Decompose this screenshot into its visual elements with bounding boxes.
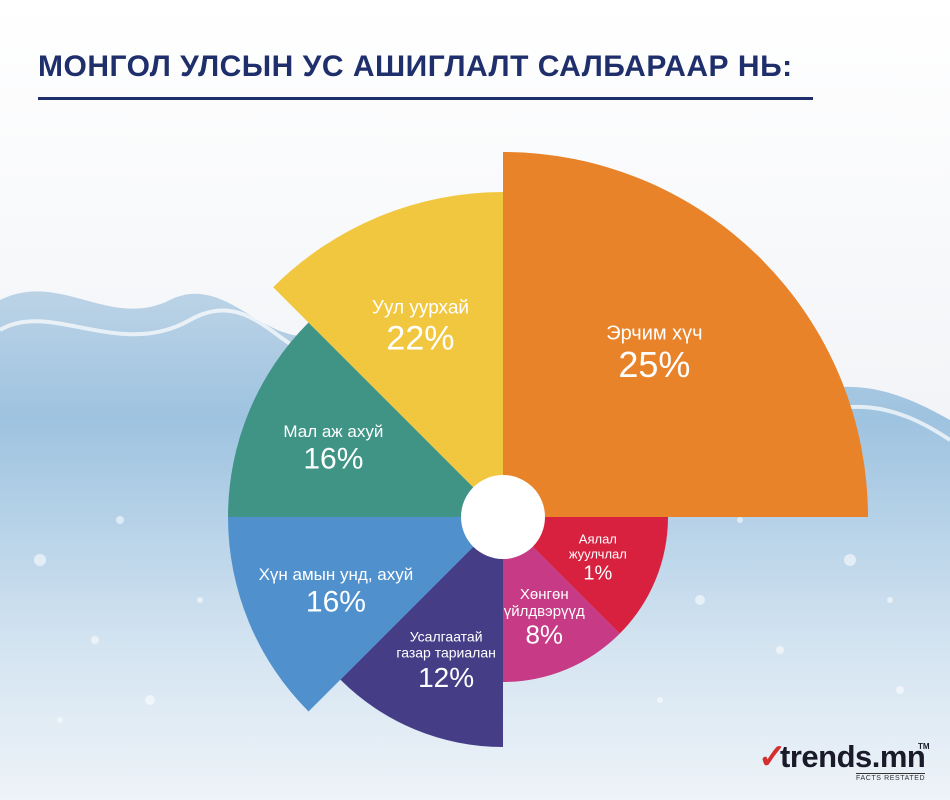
slice-value: 25% <box>618 344 690 385</box>
pie-slice <box>228 517 503 712</box>
slice-label: Эрчим хүч <box>606 322 702 344</box>
slice-value: 16% <box>306 586 366 619</box>
slice-value: 1% <box>583 562 612 584</box>
pie-slice <box>273 192 503 517</box>
logo-name: trends.mn <box>780 739 926 774</box>
slice-label: Хөнгөн үйлдвэрүүд <box>504 586 585 620</box>
slice-label: Аялал жуулчлал <box>569 531 627 561</box>
logo-trademark: TM <box>918 742 930 751</box>
pie-slice <box>503 152 868 517</box>
center-hole <box>461 475 545 559</box>
slice-value: 16% <box>303 443 363 476</box>
slice-label: Усалгаатай газар тариалан <box>396 629 495 661</box>
slice-value: 12% <box>418 662 474 693</box>
title-underline <box>38 97 813 100</box>
logo-tagline: FACTS RESTATED <box>856 773 926 782</box>
pie-slice <box>228 322 503 517</box>
pie-slice <box>503 517 620 682</box>
slice-label: Мал аж ахуй <box>283 422 383 441</box>
pie-slice <box>503 517 668 634</box>
pie-slice <box>340 517 503 747</box>
slice-label: Уул уурхай <box>372 298 469 319</box>
page-title: МОНГОЛ УЛСЫН УС АШИГЛАЛТ САЛБАРААР НЬ: <box>38 50 793 83</box>
checkmark-icon: ✓ <box>758 738 787 776</box>
slice-label: Хүн амын унд, ахуй <box>259 565 414 584</box>
brand-logo: ✓ trends.mn TM FACTS RESTATED <box>758 738 938 786</box>
slice-value: 22% <box>386 319 454 357</box>
slice-value: 8% <box>525 620 563 650</box>
